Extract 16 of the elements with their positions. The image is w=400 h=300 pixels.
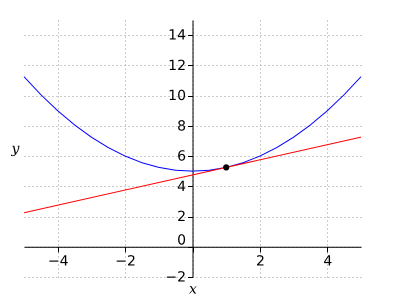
y-tick-label: −2 xyxy=(165,270,186,286)
y-tick-label: 2 xyxy=(177,209,186,226)
y-tick-label: 0 xyxy=(177,232,186,248)
x-tick-label: 4 xyxy=(323,253,332,270)
y-tick-label: 8 xyxy=(177,118,186,134)
x-axis-title: x xyxy=(189,281,198,298)
y-tick-label: 12 xyxy=(168,58,186,74)
y-axis-title: y xyxy=(10,141,21,157)
y-tick-label: 10 xyxy=(168,88,186,104)
line-series xyxy=(24,76,362,172)
y-tick-label: 4 xyxy=(177,178,186,195)
x-tick-label: −2 xyxy=(115,253,136,270)
y-tick-label: 6 xyxy=(177,148,186,165)
y-tick-label: 14 xyxy=(168,28,186,44)
x-tick-label: −4 xyxy=(48,253,69,270)
x-tick-label: 2 xyxy=(256,253,265,270)
